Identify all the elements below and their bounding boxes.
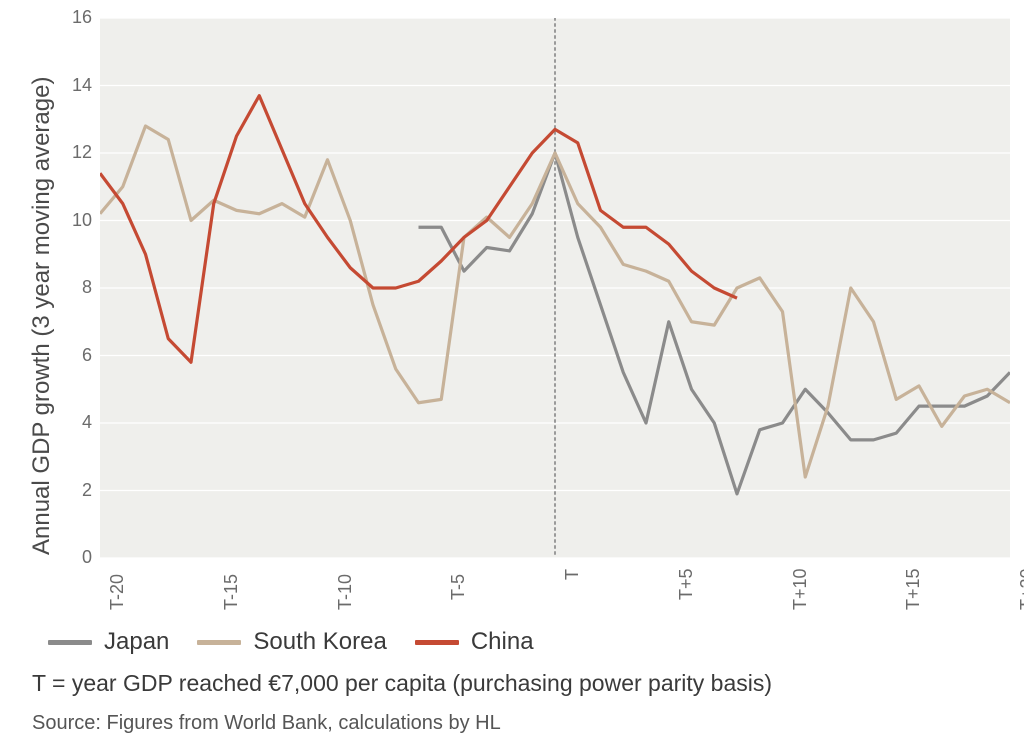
y-tick-label: 16: [62, 7, 92, 28]
legend-label: South Korea: [253, 628, 386, 656]
x-tick-label: T+10: [790, 568, 811, 610]
legend: Japan South Korea China: [48, 628, 534, 656]
y-axis-label: Annual GDP growth (3 year moving average…: [28, 77, 56, 555]
legend-item-china: China: [415, 628, 534, 656]
x-tick-label: T-5: [448, 574, 469, 600]
legend-swatch: [415, 640, 459, 645]
y-tick-label: 14: [62, 75, 92, 96]
x-tick-label: T+5: [676, 568, 697, 600]
y-tick-label: 12: [62, 142, 92, 163]
legend-label: China: [471, 628, 534, 656]
y-tick-label: 10: [62, 210, 92, 231]
y-tick-label: 2: [62, 480, 92, 501]
x-tick-label: T: [562, 569, 583, 580]
legend-item-japan: Japan: [48, 628, 169, 656]
legend-label: Japan: [104, 628, 169, 656]
legend-swatch: [197, 640, 241, 645]
legend-swatch: [48, 640, 92, 645]
series-china: [100, 96, 737, 363]
y-tick-label: 8: [62, 277, 92, 298]
x-tick-label: T-10: [335, 574, 356, 610]
y-tick-label: 0: [62, 547, 92, 568]
x-tick-label: T-20: [107, 574, 128, 610]
x-tick-label: T+20: [1017, 568, 1024, 610]
legend-item-south-korea: South Korea: [197, 628, 386, 656]
x-tick-label: T-15: [221, 574, 242, 610]
footnote-text: T = year GDP reached €7,000 per capita (…: [32, 670, 772, 697]
y-tick-label: 6: [62, 345, 92, 366]
chart-container: Annual GDP growth (3 year moving average…: [0, 0, 1024, 751]
x-tick-label: T+15: [903, 568, 924, 610]
source-text: Source: Figures from World Bank, calcula…: [32, 712, 501, 735]
y-tick-label: 4: [62, 412, 92, 433]
plot-svg: [100, 18, 1010, 558]
